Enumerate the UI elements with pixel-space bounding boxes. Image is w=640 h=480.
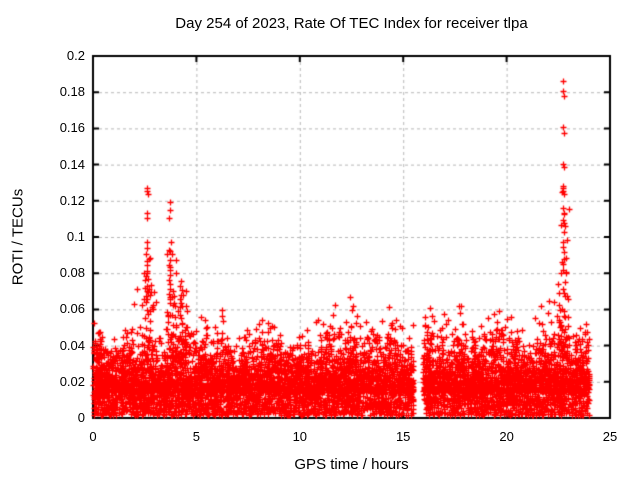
y-tick-label: 0.14 bbox=[59, 156, 85, 172]
x-tick-label: 20 bbox=[499, 429, 514, 444]
y-tick-label: 0.06 bbox=[59, 301, 85, 317]
y-tick-label: 0.16 bbox=[59, 120, 85, 136]
chart-title: Day 254 of 2023, Rate Of TEC Index for r… bbox=[175, 15, 528, 32]
y-tick-label: 0 bbox=[77, 410, 85, 425]
y-tick-label: 0.18 bbox=[59, 84, 85, 100]
y-tick-label: 0.02 bbox=[59, 373, 85, 389]
y-tick-label: 0.12 bbox=[59, 192, 85, 208]
x-axis-label: GPS time / hours bbox=[294, 456, 409, 473]
x-tick-label: 0 bbox=[89, 429, 97, 444]
y-tick-label: 0.1 bbox=[66, 229, 85, 244]
y-tick-label: 0.04 bbox=[59, 337, 85, 353]
y-tick-label: 0.2 bbox=[66, 48, 85, 63]
x-tick-label: 15 bbox=[395, 429, 411, 444]
x-tick-label: 25 bbox=[602, 429, 618, 444]
y-tick-label: 0.08 bbox=[59, 265, 85, 281]
x-tick-label: 5 bbox=[192, 429, 200, 444]
x-tick-label: 10 bbox=[292, 429, 308, 444]
